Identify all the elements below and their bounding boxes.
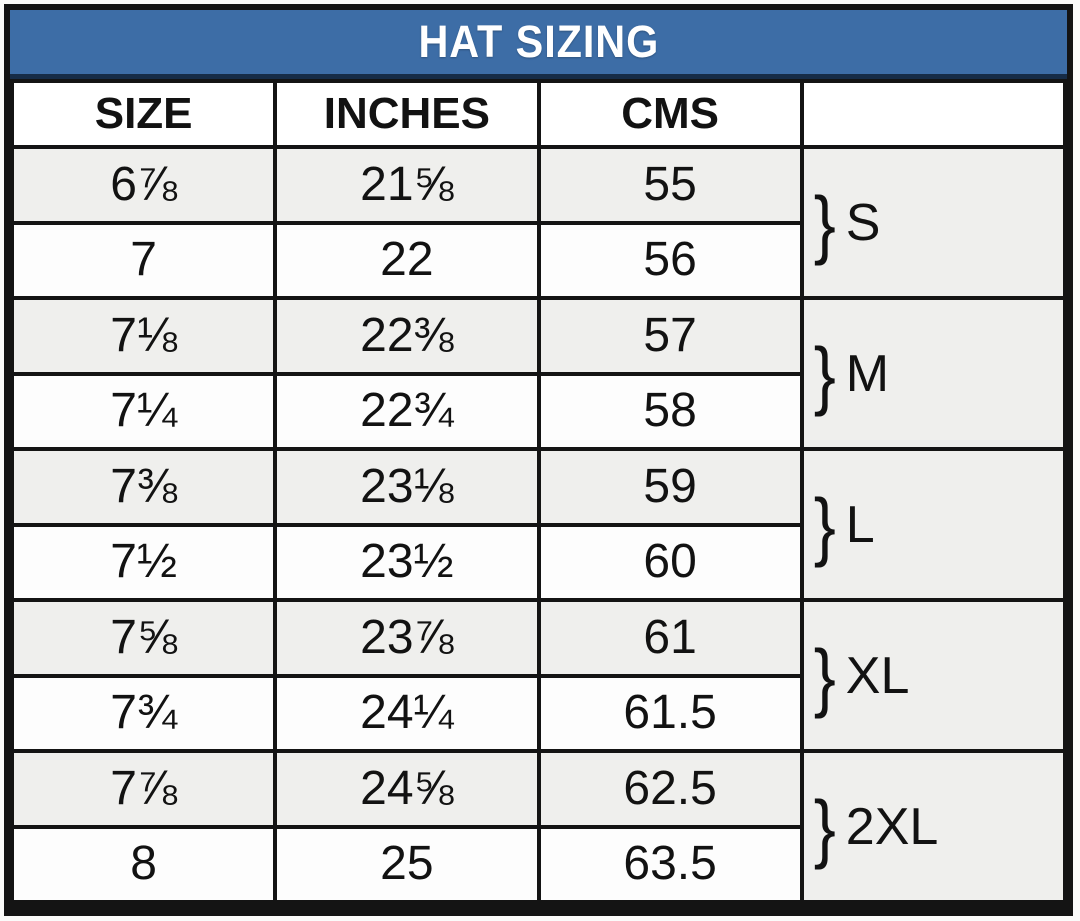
fit-label: S (845, 193, 881, 252)
brace-glyph: } (813, 179, 836, 266)
fit-group-cell: } 2XL (799, 749, 1068, 904)
col-header-inches: INCHES (273, 79, 541, 149)
cms-cell: 61.5 (536, 673, 804, 753)
col-header-size: SIZE (9, 79, 278, 149)
size-cell: 7⅞ (9, 749, 278, 829)
table-row: 7¾ 24¼ 61.5 (9, 673, 1065, 753)
inches-cell: 21⅝ (273, 145, 541, 225)
header-row: SIZE INCHES CMS (9, 79, 1068, 149)
cms-cell: 58 (536, 371, 804, 451)
inches-cell: 23⅛ (273, 447, 541, 527)
size-cell: 7⅜ (9, 447, 278, 527)
inches-cell: 24⅝ (273, 749, 541, 829)
inches-cell: 23⅞ (273, 598, 541, 678)
size-cell: 8 (9, 824, 278, 904)
fit-group-cell: } XL (799, 598, 1068, 753)
table-frame: HAT SIZING SIZE INCHES CMS 6⅞ 21⅝ 55} S 7 22 5… (4, 4, 1073, 916)
size-cell: 6⅞ (9, 145, 278, 225)
title-band: HAT SIZING (10, 10, 1067, 79)
brace-glyph: } (813, 632, 836, 719)
table-row: 8 25 63.5 (9, 824, 1065, 904)
fit-group-cell: } M (799, 296, 1068, 451)
inches-cell: 22⅜ (273, 296, 541, 376)
table-row: 7⅞ 24⅝ 62.5} 2XL (9, 749, 1068, 904)
size-table-body: 6⅞ 21⅝ 55} S 7 22 56 7⅛ 22⅜ 57} M 7¼ 22¾ 58 7⅜ 23⅛ 59} L 7… (9, 145, 1068, 904)
size-table-head: SIZE INCHES CMS (9, 79, 1068, 149)
inches-cell: 23½ (273, 522, 541, 602)
brace-glyph: } (813, 330, 836, 417)
size-cell: 7⅝ (9, 598, 278, 678)
cms-cell: 60 (536, 522, 804, 602)
fit-group-cell: } L (799, 447, 1068, 602)
cms-cell: 62.5 (536, 749, 804, 829)
brace-glyph: } (813, 481, 836, 568)
size-cell: 7⅛ (9, 296, 278, 376)
fit-group-cell: } S (799, 145, 1068, 300)
inches-cell: 24¼ (273, 673, 541, 753)
cms-cell: 57 (536, 296, 804, 376)
size-cell: 7½ (9, 522, 278, 602)
table-row: 7 22 56 (9, 220, 1065, 300)
table-row: 7⅝ 23⅞ 61} XL (9, 598, 1068, 753)
fit-label: M (845, 344, 890, 403)
table-row: 7¼ 22¾ 58 (9, 371, 1065, 451)
cms-cell: 61 (536, 598, 804, 678)
cms-cell: 56 (536, 220, 804, 300)
table-row: 6⅞ 21⅝ 55} S (9, 145, 1068, 300)
size-table: SIZE INCHES CMS 6⅞ 21⅝ 55} S 7 22 56 7⅛ 22⅜ 57} M 7… (9, 79, 1068, 904)
table-row: 7⅜ 23⅛ 59} L (9, 447, 1068, 602)
inches-cell: 22¾ (273, 371, 541, 451)
inches-cell: 22 (273, 220, 541, 300)
fit-label: L (845, 495, 875, 554)
cms-cell: 59 (536, 447, 804, 527)
fit-label: 2XL (845, 797, 939, 856)
size-cell: 7¾ (9, 673, 278, 753)
table-row: 7⅛ 22⅜ 57} M (9, 296, 1068, 451)
col-header-fit (799, 79, 1068, 149)
cms-cell: 55 (536, 145, 804, 225)
table-row: 7½ 23½ 60 (9, 522, 1065, 602)
page-title: HAT SIZING (418, 16, 659, 67)
size-cell: 7 (9, 220, 278, 300)
col-header-cms: CMS (536, 79, 804, 149)
brace-glyph: } (813, 783, 836, 870)
inches-cell: 25 (273, 824, 541, 904)
cms-cell: 63.5 (536, 824, 804, 904)
fit-label: XL (845, 646, 910, 705)
size-cell: 7¼ (9, 371, 278, 451)
